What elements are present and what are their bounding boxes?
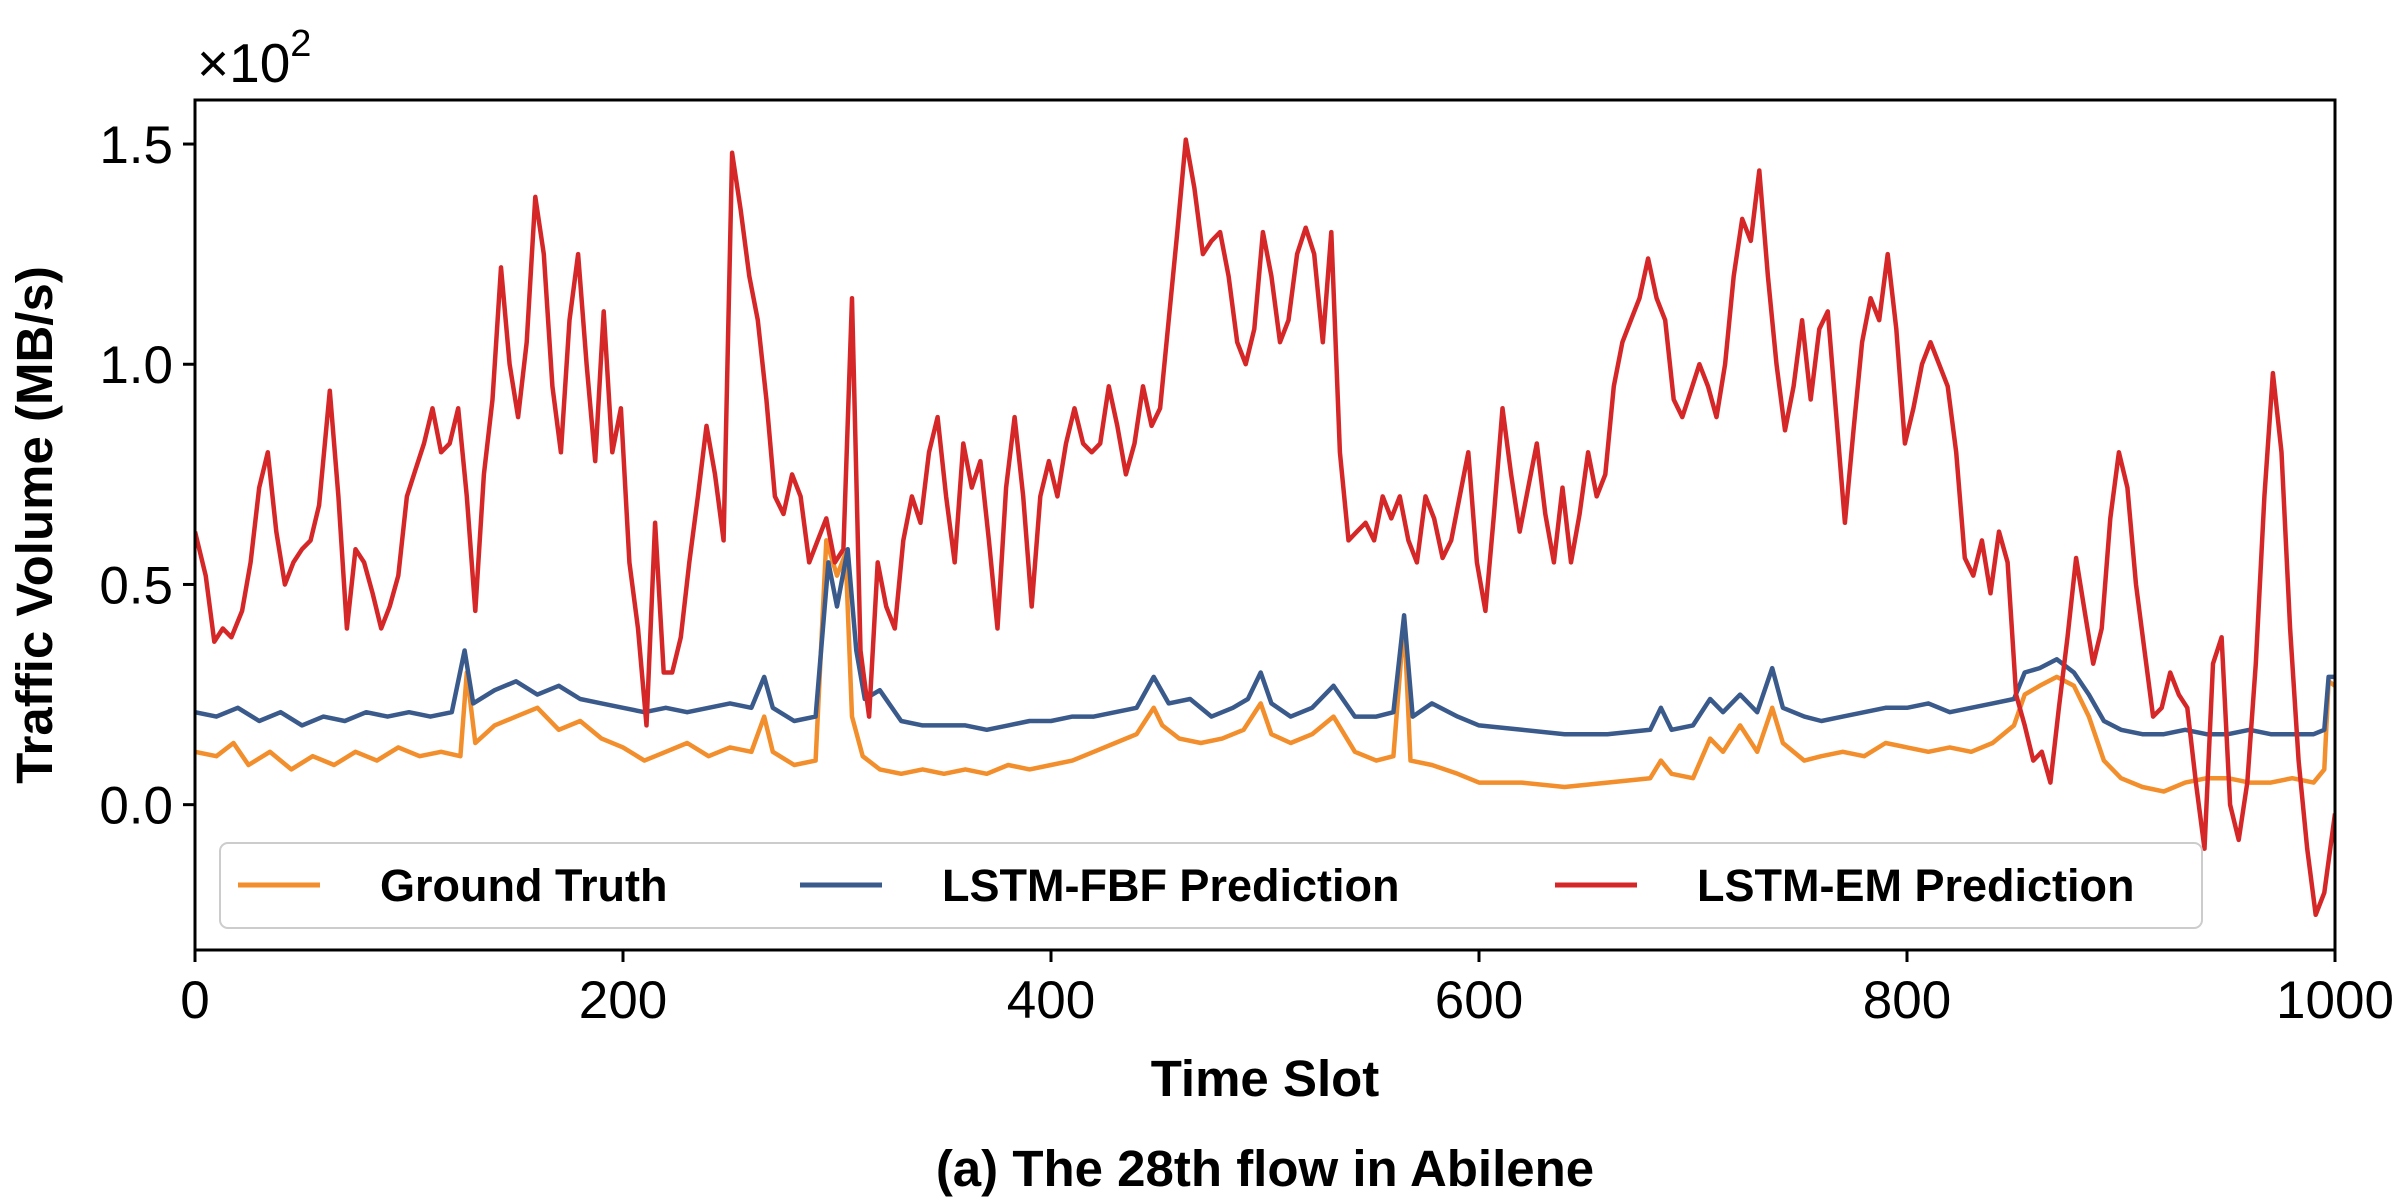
series-layer	[195, 137, 2335, 918]
y-axis-offset-label: ×102	[197, 23, 311, 94]
y-tick-label: 1.5	[99, 116, 173, 175]
legend: Ground Truth LSTM-FBF Prediction LSTM-EM P…	[219, 842, 2203, 929]
x-tick-label: 0	[180, 971, 209, 1030]
x-axis-ticks: 0 200 400 600 800 1000	[180, 950, 2394, 1030]
series-line-1	[195, 546, 2335, 737]
legend-label: Ground Truth	[380, 860, 667, 911]
x-tick-label: 1000	[2276, 971, 2394, 1030]
series-line-2	[195, 137, 2335, 918]
x-tick-label: 400	[1007, 971, 1095, 1030]
series-line-0	[195, 538, 2335, 794]
legend-label: LSTM-EM Prediction	[1697, 860, 2135, 911]
x-tick-label: 600	[1435, 971, 1523, 1030]
legend-items: Ground Truth LSTM-FBF Prediction LSTM-EM P…	[238, 860, 2135, 911]
y-axis-offset-base: ×10	[197, 32, 290, 94]
y-tick-label: 0.0	[99, 777, 173, 836]
y-tick-label: 0.5	[99, 556, 173, 615]
y-axis-ticks: 0.0 0.5 1.0 1.5	[99, 116, 195, 836]
figure-caption: (a) The 28th flow in Abilene	[936, 1140, 1594, 1197]
plot-area-frame	[193, 98, 2337, 952]
y-tick-label: 1.0	[99, 336, 173, 395]
legend-label: LSTM-FBF Prediction	[942, 860, 1399, 911]
y-axis-label: Traffic Volume (MB/s)	[6, 266, 63, 784]
x-axis-label: Time Slot	[1151, 1050, 1380, 1107]
y-axis-offset-exponent: 2	[290, 23, 311, 65]
legend-frame	[219, 842, 2203, 929]
x-tick-label: 200	[579, 971, 667, 1030]
x-tick-label: 800	[1863, 971, 1951, 1030]
